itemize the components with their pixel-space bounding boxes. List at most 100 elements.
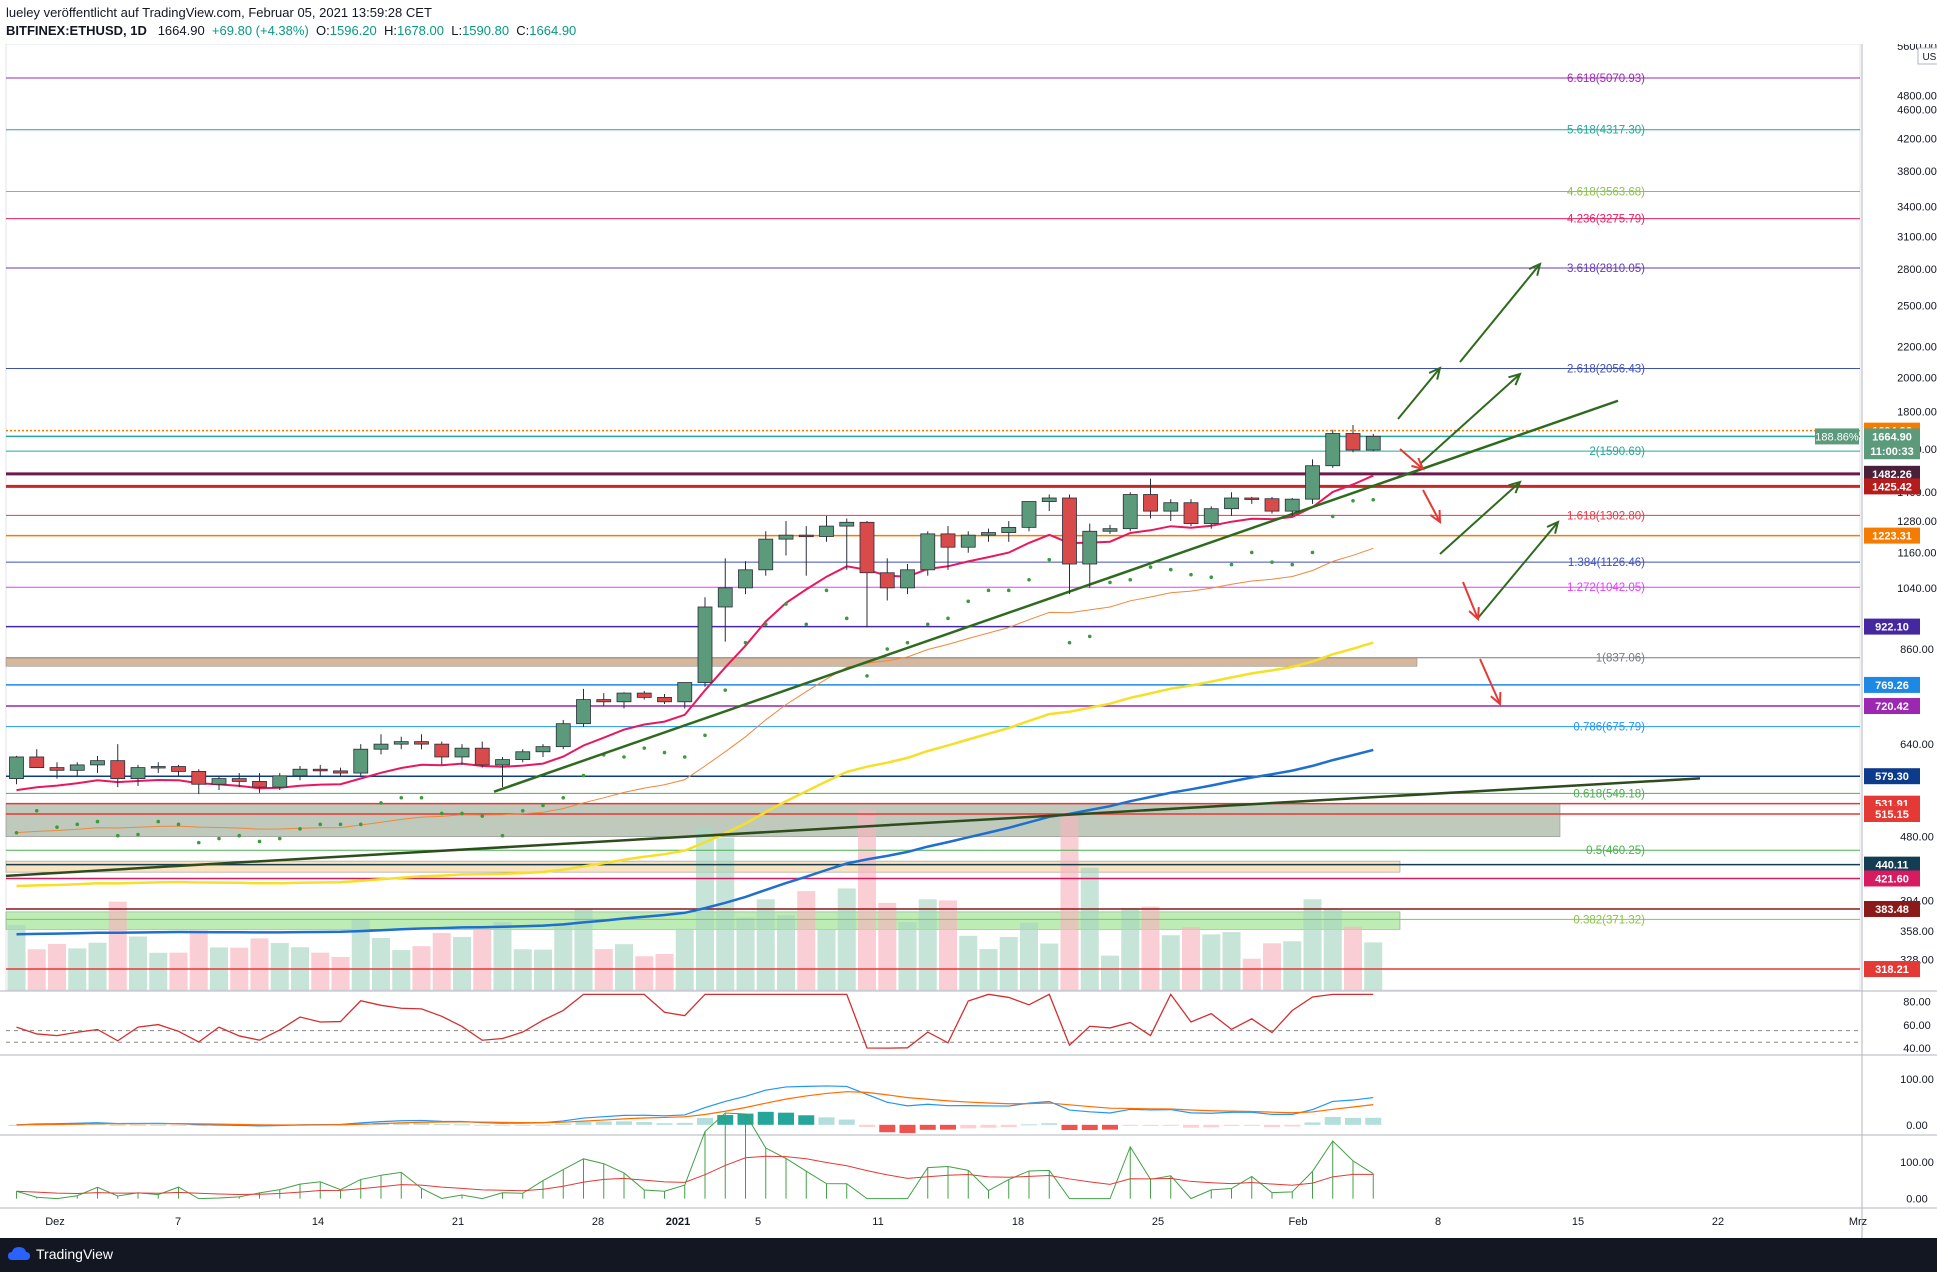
time-tick: 8: [1435, 1216, 1441, 1228]
macd-histogram-bar: [1345, 1117, 1361, 1125]
candle-body: [839, 521, 855, 527]
macd-histogram-bar: [697, 1117, 713, 1125]
time-tick: 25: [1152, 1216, 1164, 1228]
psar-dot: [520, 808, 525, 813]
psar-dot: [1168, 567, 1173, 572]
psar-dot: [1047, 557, 1052, 562]
fib-label: 3.618(2810.05): [1567, 263, 1645, 275]
candle-body: [981, 532, 996, 536]
time-tick: 22: [1712, 1216, 1724, 1228]
price-tick: 1160.00: [1898, 548, 1937, 560]
psar-dot: [257, 839, 262, 844]
candle-body: [515, 751, 531, 760]
publisher-line: lueley veröffentlicht auf TradingView.co…: [6, 5, 432, 20]
macd-histogram-bar: [150, 1124, 167, 1126]
price-tag-box: [1864, 443, 1920, 460]
symbol-label: BITFINEX:ETHUSD, 1D: [6, 23, 147, 38]
macd-histogram-bar: [919, 1124, 936, 1130]
chart-background: [0, 44, 1937, 1238]
volume-bar: [432, 932, 451, 990]
down-arrow-4: [1479, 658, 1501, 705]
low-value: 1590.80: [462, 23, 510, 38]
volume-bar: [675, 928, 694, 990]
candle-body: [211, 778, 227, 785]
up-arrow-1: [1397, 367, 1441, 420]
price-tag-box: [1864, 698, 1920, 715]
macd-histogram-bar: [838, 1119, 855, 1125]
price-tick: 2800.00: [1897, 264, 1937, 276]
psar-dot: [1249, 550, 1254, 555]
price-chart[interactable]: 6.618(5070.93) 5.618(4317.30) 4.618(3563.6…: [0, 44, 1937, 1238]
psar-dot: [1006, 588, 1011, 593]
candle-body: [717, 587, 733, 608]
volume-bar: [898, 922, 917, 990]
volume-bar: [88, 942, 107, 990]
candle-body: [1082, 530, 1098, 565]
candle-body: [1021, 501, 1037, 528]
psar-dot: [298, 827, 302, 831]
time-tick: 2021: [666, 1216, 690, 1228]
volume-bar: [959, 935, 978, 990]
macd-histogram-bar: [1304, 1122, 1321, 1125]
psar-dot: [541, 803, 545, 808]
price-tick: 3800.00: [1897, 166, 1937, 178]
macd-histogram-bar: [676, 1122, 693, 1125]
psar-dot: [14, 830, 19, 835]
macd-histogram-bar: [1102, 1124, 1118, 1130]
macd-histogram-bar: [555, 1123, 572, 1125]
down-arrow-2: [1422, 489, 1441, 523]
price-tick: 4800.00: [1897, 91, 1937, 103]
tradingview-logo[interactable]: TradingView: [8, 1246, 113, 1262]
candle-body: [778, 534, 794, 540]
macd-histogram-bar: [1284, 1124, 1301, 1127]
candle-body: [940, 533, 956, 548]
price-tag-label: 440.11: [1875, 860, 1908, 872]
price-tag-box: [1864, 961, 1920, 978]
psar-dot: [196, 840, 201, 845]
psar-dot: [1330, 514, 1335, 519]
psar-dot: [358, 822, 363, 827]
osc-line: [16, 1112, 1374, 1200]
volume-bar: [351, 919, 370, 990]
fib-label: 1.384(1126.46): [1568, 557, 1645, 569]
macd-histogram-bar: [1021, 1124, 1037, 1126]
psar-dot: [399, 795, 404, 800]
candle-body: [1203, 508, 1219, 524]
oscillator-tick: 0.00: [1906, 1194, 1927, 1206]
ema-mid-line: [16, 547, 1374, 834]
macd-histogram-bar: [960, 1124, 977, 1129]
candle-body: [454, 747, 470, 758]
price-tag-box: [1864, 465, 1920, 482]
price-tick: 5600.00: [1897, 44, 1937, 53]
candle-body: [414, 741, 429, 745]
psar-dot: [480, 814, 485, 818]
volume-bar: [797, 891, 816, 990]
volume-bar: [756, 899, 775, 990]
macd-histogram-bar: [798, 1115, 815, 1125]
psar-dot: [1209, 575, 1214, 580]
volume-bar: [1020, 922, 1038, 990]
volume-bar: [554, 923, 573, 990]
fib-label: 0.618(549.18): [1573, 788, 1645, 800]
macd-histogram-bar: [1061, 1124, 1078, 1131]
candle-body: [819, 525, 834, 537]
macd-histogram-bar: [859, 1124, 875, 1127]
volume-bar: [635, 956, 654, 990]
candle-body: [596, 699, 612, 703]
long-trendline: [5, 777, 1701, 878]
psar-dot: [581, 773, 586, 778]
candle-body: [231, 778, 247, 782]
price-tick: 1040.00: [1897, 583, 1937, 595]
macd-histogram-bar: [636, 1122, 653, 1125]
psar-dot: [804, 622, 809, 627]
price-tag-box: [1864, 768, 1920, 785]
fib-label: 2.618(2056.43): [1567, 363, 1645, 375]
psar-dot: [966, 599, 971, 604]
ema-slow-line: [16, 641, 1374, 888]
high-label: H:: [383, 23, 397, 38]
candle-body: [272, 775, 288, 788]
volume-bar: [1364, 942, 1383, 990]
psar-dot: [824, 588, 829, 593]
fib-label: 0.5(460.25): [1586, 845, 1645, 857]
macd-histogram-bar: [170, 1124, 187, 1126]
